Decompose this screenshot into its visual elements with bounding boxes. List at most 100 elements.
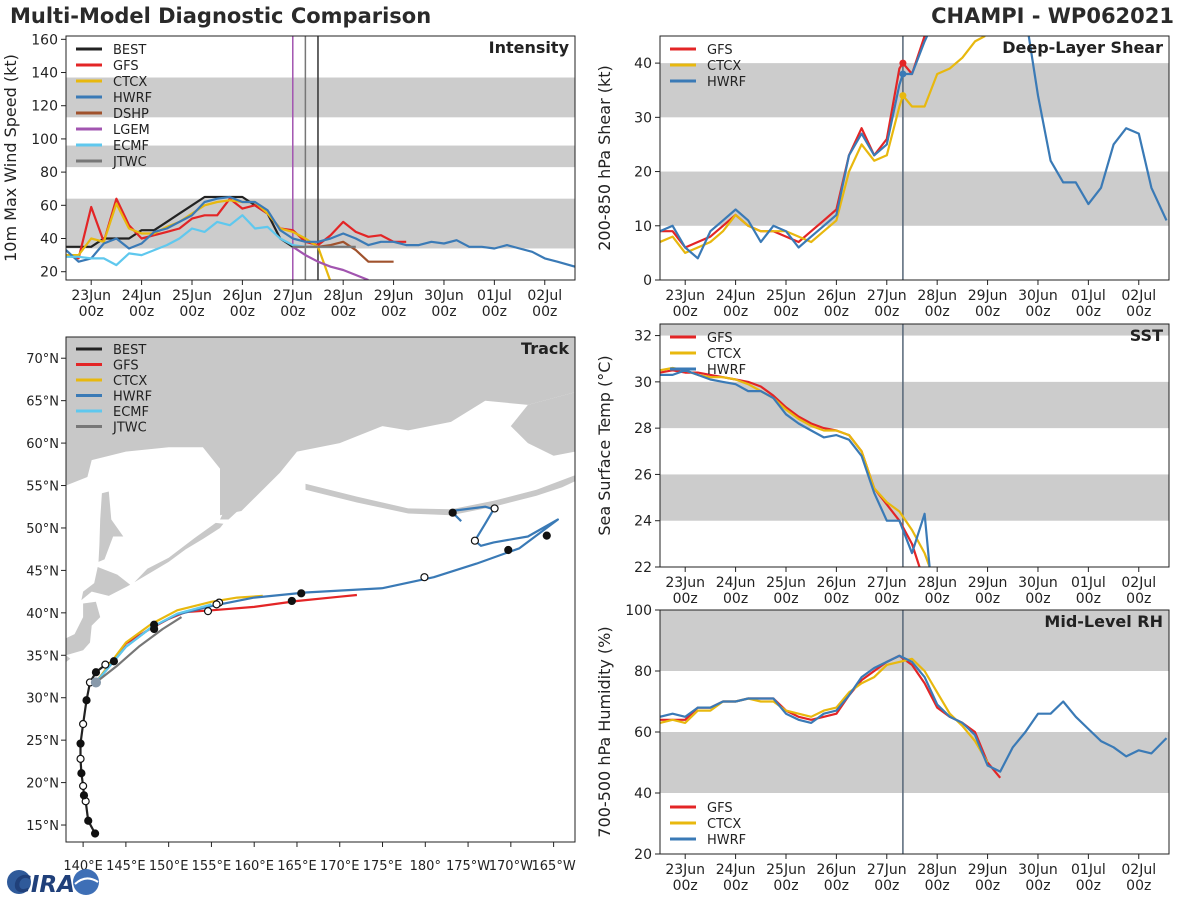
lat-tick-label: 50°N [26,522,59,537]
y-tick-label: 120 [31,99,58,115]
best-track-point [109,657,119,666]
plot-area [66,36,575,280]
x-tick-label-date: 28Jun [917,862,957,878]
series-lgem [292,245,369,280]
best-track-point [84,816,93,825]
x-tick-label-date: 30Jun [424,288,464,304]
legend-label-hwrf: HWRF [707,75,746,90]
x-tick-label-hour: 00z [773,878,798,894]
x-tick-label-hour: 00z [331,304,356,320]
legend-label-hwrf: HWRF [113,91,152,106]
logo-globe-icon [7,870,31,894]
series-hwrf [66,195,575,268]
threshold-band [66,77,575,118]
series-ctcx [660,366,931,567]
x-tick-label-date: 29Jun [374,288,414,304]
x-tick-label-date: 26Jun [223,288,263,304]
panel-rh: 2040608010023Jun00z24Jun00z25Jun00z26Jun… [595,603,1170,894]
threshold-band [660,63,1169,118]
x-tick-label-date: 27Jun [867,575,907,591]
forecast-track-point [287,596,296,606]
panel-intensity: 2040608010012014016023Jun00z24Jun00z25Ju… [1,32,576,320]
panel-title: Mid-Level RH [1044,612,1163,631]
x-tick-label-hour: 00z [874,304,899,320]
series-hwrf [660,36,1168,260]
lat-tick-label: 20°N [26,777,59,792]
forecast-track-point [420,573,429,582]
y-tick-label: 20 [40,265,58,281]
x-tick-label-date: 24Jun [716,862,756,878]
plot-frame [65,35,576,281]
lon-tick-label: 170°E [320,859,360,874]
x-tick-label-date: 23Jun [71,288,111,304]
map-frame [65,336,576,843]
x-tick-label-hour: 00z [431,304,456,320]
x-tick-label-hour: 00z [874,878,899,894]
x-tick-label-date: 25Jun [766,288,806,304]
y-tick-label: 60 [40,198,58,214]
x-tick-label-hour: 00z [723,591,748,607]
x-tick-label-date: 02Jul [1121,288,1156,304]
x-tick-label-date: 23Jun [665,288,705,304]
x-tick-label-hour: 00z [230,304,255,320]
x-tick-label-hour: 00z [179,304,204,320]
lon-tick-label: 145°E [106,859,146,874]
legend-label-jtwc: JTWC [112,155,147,170]
y-tick-label: 30 [634,110,652,126]
y-tick-label: 100 [625,603,652,619]
legend-label-best: BEST [113,343,146,358]
lon-tick-label: 140°E [63,859,103,874]
lon-tick-label: 165°E [277,859,317,874]
lon-tick-label: 165°W [532,859,576,874]
legend-label-dshp: DSHP [113,107,149,122]
forecast-track-point [150,624,159,634]
x-tick-label-hour: 00z [773,304,798,320]
x-tick-label-hour: 00z [1025,304,1050,320]
forecast-track-point [470,536,480,545]
forecast-track-point [297,589,306,598]
best-track-point [79,781,88,791]
lon-tick-label: 155°E [192,859,232,874]
lat-tick-label: 40°N [26,607,59,622]
series-hwrf [660,654,1168,773]
x-tick-label-hour: 00z [824,591,849,607]
series-ecmf [66,214,318,267]
x-tick-label-hour: 00z [1025,878,1050,894]
x-tick-label-date: 30Jun [1018,862,1058,878]
logo-text: CIRA [14,872,75,898]
x-tick-label-hour: 00z [1076,591,1101,607]
lon-tick-label: 180° [410,859,441,874]
x-tick-label-date: 30Jun [1018,575,1058,591]
panel-shear: 01020304023Jun00z24Jun00z25Jun00z26Jun00… [595,35,1170,320]
x-tick-label-date: 30Jun [1018,288,1058,304]
x-tick-label-date: 24Jun [716,575,756,591]
threshold-band [66,145,575,168]
lat-tick-label: 30°N [26,692,59,707]
lon-tick-label: 160°E [234,859,274,874]
land-hokkaido [81,567,131,601]
track-jtwc [95,616,183,684]
series-ctcx [660,657,989,764]
x-tick-label-hour: 00z [773,591,798,607]
x-tick-label-date: 27Jun [273,288,313,304]
lat-tick-label: 45°N [26,564,59,579]
threshold-band [660,474,1169,521]
y-tick-label: 60 [634,725,652,741]
legend-label-ecmf: ECMF [113,139,149,154]
lon-tick-label: 170°W [489,859,533,874]
x-tick-label-date: 25Jun [766,862,806,878]
x-tick-label-date: 23Jun [665,575,705,591]
y-tick-label: 28 [634,421,652,437]
land-asia-russia [66,337,575,516]
lat-tick-label: 35°N [26,649,59,664]
series-hwrf [660,369,931,567]
x-tick-label-date: 02Jul [1121,862,1156,878]
lat-tick-label: 15°N [26,819,59,834]
track-ctcx [95,594,263,684]
threshold-band [660,324,1169,336]
lat-tick-label: 25°N [26,734,59,749]
plot-area [660,324,1169,567]
x-tick-label-date: 27Jun [867,862,907,878]
panel-title: Intensity [489,38,570,57]
